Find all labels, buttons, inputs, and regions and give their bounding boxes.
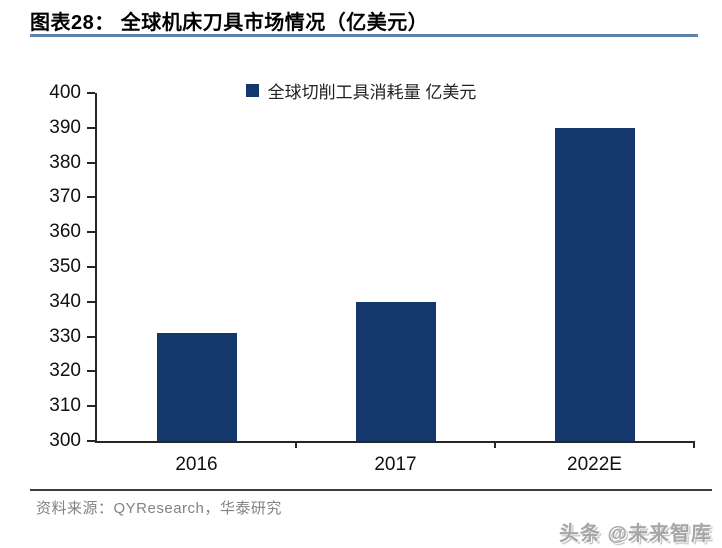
y-axis-label: 390 bbox=[49, 116, 81, 138]
y-axis-label: 360 bbox=[49, 221, 81, 243]
y-axis-label: 330 bbox=[49, 325, 81, 347]
title-underline bbox=[30, 34, 698, 37]
x-axis-tick bbox=[494, 441, 496, 448]
y-axis-tick bbox=[87, 161, 95, 164]
y-axis-tick bbox=[87, 266, 95, 268]
y-axis-label: 380 bbox=[49, 151, 81, 173]
bar-2016 bbox=[156, 333, 237, 441]
page-title: 图表28： 全球机床刀具市场情况（亿美元） bbox=[30, 12, 429, 34]
legend-label: 全球切削工具消耗量 亿美元 bbox=[267, 83, 477, 102]
y-axis-tick bbox=[87, 92, 95, 94]
source-note: 资料来源：QYResearch，华泰研究 bbox=[36, 500, 282, 517]
x-axis-label-2022E: 2022E bbox=[567, 454, 622, 475]
y-axis-label: 300 bbox=[49, 430, 81, 451]
y-axis-label: 320 bbox=[49, 360, 81, 382]
y-axis-label: 340 bbox=[49, 290, 81, 312]
x-axis-tick bbox=[295, 441, 297, 448]
y-axis-label: 310 bbox=[49, 395, 81, 417]
legend-swatch-icon bbox=[245, 84, 259, 97]
bar-chart-plot-area: 300 310 320 330 340 350 360 370 380 390 400 2016 201… bbox=[49, 82, 695, 475]
y-axis-tick bbox=[87, 335, 95, 338]
bar-2022E bbox=[554, 127, 635, 441]
footer-divider bbox=[30, 489, 712, 491]
bar-2017 bbox=[355, 301, 436, 441]
y-axis-tick bbox=[87, 231, 95, 234]
chart-legend: 全球切削工具消耗量 亿美元 bbox=[0, 78, 722, 103]
y-axis-label: 350 bbox=[49, 256, 81, 277]
x-axis-label-2017: 2017 bbox=[374, 454, 417, 475]
y-axis-label: 370 bbox=[49, 186, 81, 208]
y-axis-tick bbox=[87, 370, 95, 373]
y-axis-tick bbox=[87, 196, 95, 199]
y-axis-tick bbox=[87, 405, 95, 408]
x-axis-tick bbox=[693, 441, 695, 448]
y-axis-tick bbox=[87, 440, 95, 442]
y-axis-label: 400 bbox=[49, 82, 81, 103]
x-axis-label-2016: 2016 bbox=[175, 454, 218, 475]
y-axis-tick bbox=[87, 126, 95, 129]
watermark: 头条 @未来智库 bbox=[558, 523, 712, 545]
y-axis-tick bbox=[87, 300, 95, 303]
